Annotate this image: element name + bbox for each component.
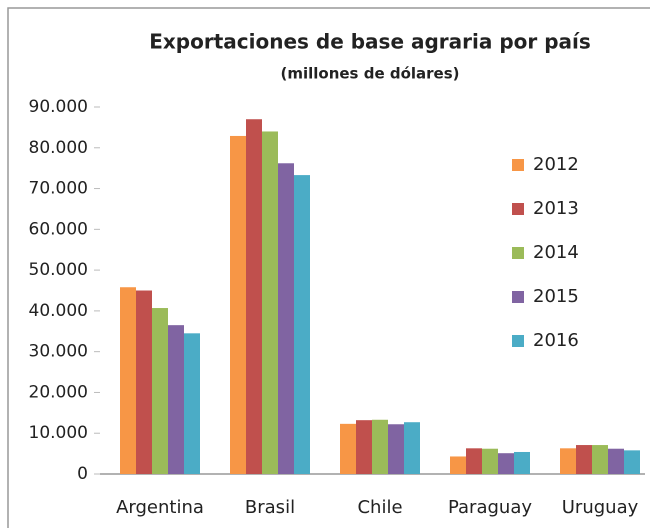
bar [592,445,608,474]
y-tick-label: 40.000 [29,301,88,321]
y-tick-label: 20.000 [29,382,88,402]
x-tick-label: Uruguay [562,497,639,518]
y-tick-label: 70.000 [29,179,88,199]
bar [262,131,278,474]
legend-label: 2014 [533,242,579,263]
legend-label: 2016 [533,330,579,351]
legend-swatch [512,159,524,171]
y-tick-label: 90.000 [29,97,88,117]
x-tick-label: Paraguay [448,497,532,518]
y-tick-label: 60.000 [29,219,88,239]
bar [624,450,640,474]
bar [294,175,310,475]
bar [184,333,200,474]
bar [152,308,168,474]
y-tick-label: 50.000 [29,260,88,280]
bar [498,453,514,474]
bar [482,448,498,474]
bar [466,448,482,474]
x-tick-label: Chile [357,497,402,518]
legend-label: 2012 [533,154,579,175]
bar [340,423,356,474]
bar [404,422,420,474]
bar [560,448,576,474]
bar [136,290,152,474]
y-tick-label: 0 [77,464,88,484]
legend-swatch [512,291,524,303]
bar [230,135,246,475]
bar [450,456,466,474]
x-tick-label: Brasil [245,497,295,518]
bar [356,420,372,474]
y-tick-label: 10.000 [29,423,88,443]
chart-title: Exportaciones de base agraria por país [149,30,591,54]
bar [278,163,294,475]
legend-swatch [512,203,524,215]
bar [120,287,136,474]
bar [372,419,388,474]
bar [246,119,262,474]
bar [388,424,404,474]
chart-frame [7,7,650,528]
legend-label: 2015 [533,286,579,307]
bar [608,448,624,474]
x-tick-label: Argentina [116,497,204,518]
legend-label: 2013 [533,198,579,219]
bar [576,445,592,474]
legend-swatch [512,247,524,259]
y-tick-label: 30.000 [29,342,88,362]
legend-swatch [512,335,524,347]
chart-subtitle: (millones de dólares) [280,65,459,83]
bar [168,325,184,474]
y-tick-label: 80.000 [29,138,88,158]
bar [514,451,530,474]
